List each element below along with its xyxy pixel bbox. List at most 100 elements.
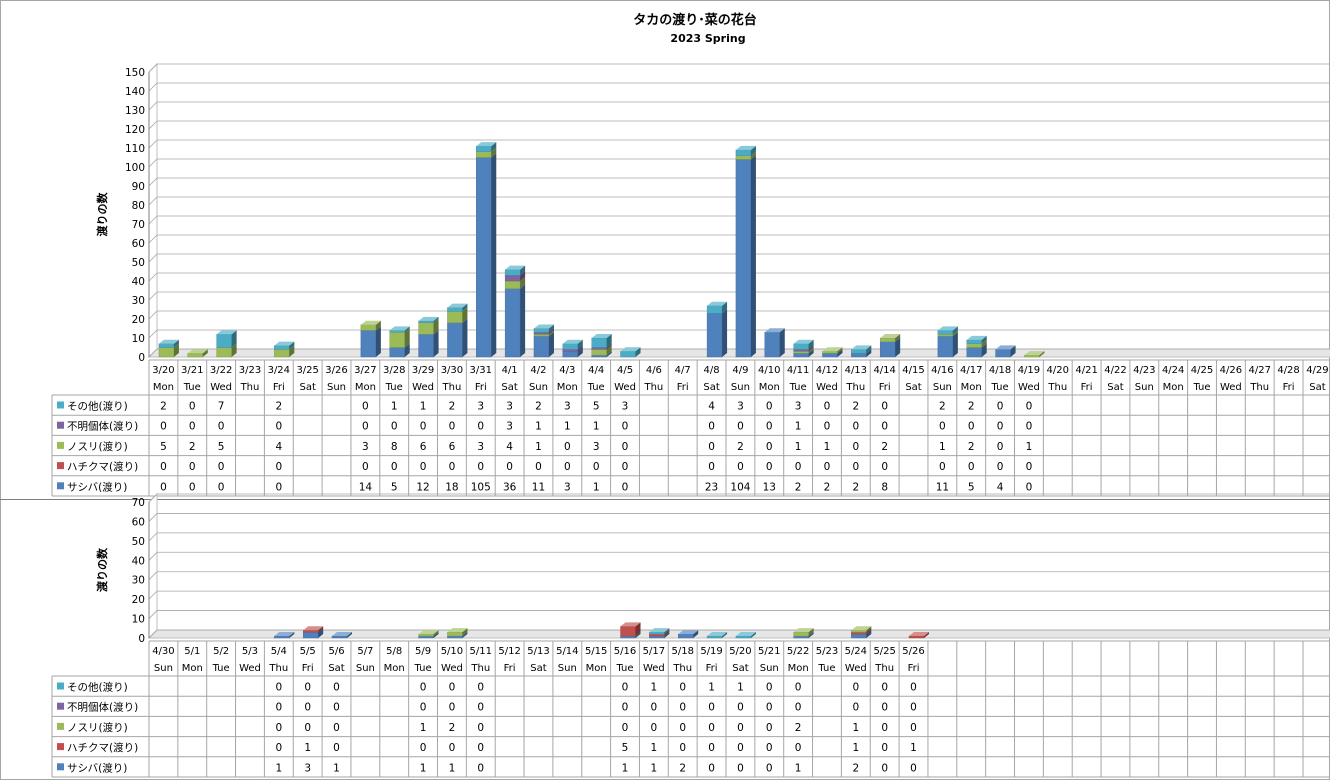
- y-tick-label: 50: [132, 257, 145, 269]
- x-tick-label: 4/19: [1018, 365, 1040, 376]
- table-cell: 0: [449, 742, 456, 754]
- table-cell: 2: [968, 441, 975, 453]
- y-tick-label: 120: [125, 124, 145, 136]
- y-tick-label: 30: [132, 295, 145, 307]
- table-cell: 1: [651, 682, 658, 694]
- x-weekday-label: Sat: [732, 663, 748, 674]
- table-cell: 0: [275, 702, 282, 714]
- x-tick-label: 5/26: [902, 646, 924, 657]
- table-cell: 2: [881, 441, 888, 453]
- table-cell: 0: [218, 461, 225, 473]
- legend-label: ハチクマ(渡り): [67, 460, 138, 473]
- table-cell: 0: [881, 762, 888, 774]
- y-tick-label: 90: [132, 181, 145, 193]
- x-tick-label: 5/2: [213, 646, 229, 657]
- x-tick-label: 5/10: [441, 646, 463, 657]
- table-cell: 1: [852, 722, 859, 734]
- table-cell: 0: [708, 421, 715, 433]
- table-cell: 104: [730, 481, 750, 493]
- x-tick-label: 3/24: [268, 365, 290, 376]
- y-tick-label: 50: [132, 536, 145, 548]
- table-cell: 2: [852, 401, 859, 413]
- x-weekday-label: Thu: [240, 382, 260, 393]
- table-cell: 3: [477, 441, 484, 453]
- x-weekday-label: Sat: [905, 382, 921, 393]
- table-cell: 1: [852, 742, 859, 754]
- table-cell: 1: [420, 401, 427, 413]
- table-cell: 0: [160, 421, 167, 433]
- table-cell: 0: [333, 722, 340, 734]
- bars: [274, 622, 930, 639]
- table-cell: 1: [651, 762, 658, 774]
- x-weekday-label: Tue: [212, 663, 230, 674]
- table-cell: 0: [420, 421, 427, 433]
- table-cell: 0: [275, 481, 282, 493]
- x-weekday-label: Fri: [504, 663, 516, 674]
- table-cell: 0: [766, 441, 773, 453]
- table-cell: 0: [881, 682, 888, 694]
- x-weekday-label: Sun: [558, 663, 577, 674]
- table-cell: 0: [852, 461, 859, 473]
- x-weekday-label: Thu: [442, 382, 462, 393]
- x-tick-label: 4/5: [617, 365, 633, 376]
- table-cell: 0: [881, 461, 888, 473]
- x-tick-label: 4/11: [787, 365, 809, 376]
- table-cell: 0: [708, 762, 715, 774]
- table-cell: 1: [420, 762, 427, 774]
- table-cell: 0: [997, 441, 1004, 453]
- x-weekday-label: Thu: [1249, 382, 1269, 393]
- x-weekday-label: Sun: [327, 382, 346, 393]
- legend-label: 不明個体(渡り): [67, 701, 138, 714]
- table-cell: 0: [651, 722, 658, 734]
- y-axis-label: 渡りの数: [95, 192, 109, 237]
- table-cell: 0: [564, 441, 571, 453]
- table-cell: 3: [304, 762, 311, 774]
- x-weekday-label: Sat: [1107, 382, 1123, 393]
- y-tick-label: 100: [125, 162, 145, 174]
- chart-subtitle: 2023 Spring: [670, 32, 745, 45]
- legend-label: サシバ(渡り): [67, 761, 127, 774]
- table-cell: 6: [420, 441, 427, 453]
- bar-segment-sonota: [706, 301, 728, 314]
- table-cell: 0: [881, 401, 888, 413]
- table-cell: 0: [622, 722, 629, 734]
- table-cell: 0: [997, 401, 1004, 413]
- y-tick-label: 30: [132, 575, 145, 587]
- table-cell: 0: [449, 682, 456, 694]
- x-weekday-label: Mon: [557, 382, 578, 393]
- legend-label: その他(渡り): [67, 681, 128, 694]
- bar-segment-sashiba: [678, 630, 699, 639]
- x-tick-label: 4/17: [960, 365, 982, 376]
- x-tick-label: 4/29: [1306, 365, 1328, 376]
- bar-segment-sonota: [591, 334, 612, 348]
- y-tick-label: 20: [132, 594, 145, 606]
- table-cell: 0: [824, 421, 831, 433]
- bar-segment-nosuri: [418, 630, 439, 637]
- x-tick-label: 5/24: [845, 646, 867, 657]
- legend-swatch-nosuri: [57, 441, 64, 449]
- bar-segment-sonota: [649, 628, 670, 635]
- table-cell: 3: [593, 441, 600, 453]
- table-cell: 3: [564, 401, 571, 413]
- table-cell: 0: [910, 722, 917, 734]
- y-axis-label: 渡りの数: [95, 547, 109, 592]
- x-weekday-label: Sun: [1135, 382, 1154, 393]
- table-cell: 0: [218, 481, 225, 493]
- x-weekday-label: Tue: [414, 663, 432, 674]
- table-cell: 0: [824, 461, 831, 473]
- bar-segment-sonota: [706, 632, 728, 639]
- bar-segment-sonota: [620, 347, 641, 358]
- table-cell: 7: [218, 401, 225, 413]
- table-cell: 5: [593, 401, 600, 413]
- y-tick-label: 150: [125, 67, 145, 79]
- table-cell: 0: [679, 702, 686, 714]
- x-weekday-label: Tue: [615, 663, 633, 674]
- table-cell: 3: [737, 401, 744, 413]
- table-cell: 0: [189, 401, 196, 413]
- x-weekday-label: Fri: [677, 382, 689, 393]
- bar-segment-sonota: [851, 345, 872, 354]
- x-tick-label: 3/31: [470, 365, 492, 376]
- bar-segment-sonota: [966, 335, 987, 344]
- x-tick-label: 5/12: [498, 646, 520, 657]
- table-cell: 1: [420, 722, 427, 734]
